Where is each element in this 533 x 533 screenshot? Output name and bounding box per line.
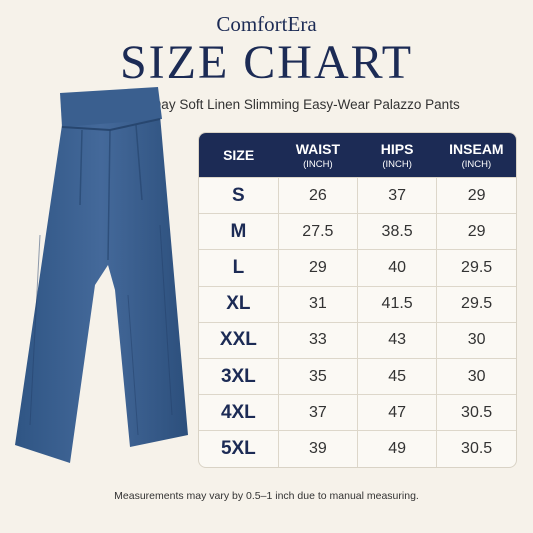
column-unit: (INCH) (461, 158, 492, 170)
measure-cell: 37 (356, 176, 437, 214)
column-unit: (INCH) (382, 158, 412, 170)
measure-cell: 39 (277, 430, 358, 467)
measure-cell: 30.5 (436, 430, 516, 467)
table-row: L 29 40 29.5 (199, 249, 516, 287)
table-row: M 27.5 38.5 29 (199, 213, 516, 250)
measure-cell: 26 (277, 176, 358, 214)
measure-cell: 30.5 (436, 394, 516, 431)
measure-cell: 29.5 (436, 249, 516, 287)
measure-cell: 33 (277, 321, 358, 359)
table-row: 3XL 35 45 30 (199, 357, 516, 395)
size-cell: 5XL (199, 430, 279, 467)
column-name: WAIST (295, 140, 341, 157)
measure-cell: 37 (277, 394, 358, 431)
measure-cell: 43 (356, 321, 437, 359)
header-row: SIZE WAIST (INCH) HIPS (INCH) INSEAM (INCH) (199, 133, 516, 178)
column-header: WAIST (INCH) (278, 133, 358, 178)
column-name: SIZE (223, 147, 255, 163)
brand: ComfortEra (216, 12, 317, 36)
size-cell: 4XL (199, 394, 279, 431)
measure-cell: 47 (356, 394, 437, 431)
size-cell: L (199, 249, 279, 287)
measure-cell: 40 (356, 249, 437, 287)
measure-cell: 49 (356, 430, 437, 467)
column-header: HIPS (INCH) (357, 133, 437, 178)
measure-cell: 35 (277, 357, 358, 395)
column-name: INSEAM (449, 140, 504, 157)
table-row: 5XL 39 49 30.5 (199, 430, 516, 467)
title: SIZE CHART (119, 36, 414, 89)
pants-illustration (15, 87, 188, 463)
column-header: INSEAM (INCH) (436, 133, 516, 178)
measure-cell: 29 (436, 176, 516, 214)
size-cell: 3XL (199, 357, 279, 395)
measure-cell: 45 (356, 357, 437, 395)
measure-cell: 41.5 (356, 285, 437, 323)
measure-cell: 30 (436, 357, 516, 395)
measure-cell: 29 (436, 213, 516, 250)
column-name: HIPS (380, 140, 414, 157)
table-row: XXL 33 43 30 (199, 321, 516, 359)
measure-cell: 29.5 (436, 285, 516, 323)
size-cell: S (199, 176, 279, 214)
column-header: SIZE (199, 133, 279, 178)
measure-cell: 29 (277, 249, 358, 287)
measure-cell: 31 (277, 285, 358, 323)
measure-cell: 30 (436, 321, 516, 359)
size-cell: M (199, 213, 279, 250)
column-unit: (INCH) (303, 158, 333, 170)
measure-cell: 38.5 (356, 213, 437, 250)
table-body: S 26 37 29 M 27.5 38.5 29 L 29 40 29.5 XL 31 41.5 29.5 X… (199, 176, 516, 467)
table-head: SIZE WAIST (INCH) HIPS (INCH) INSEAM (INCH) (199, 133, 516, 178)
subtitle: Women’s All-Day Soft Linen Slimming Easy… (73, 97, 460, 112)
table-row: S 26 37 29 (199, 176, 516, 214)
measure-cell: 27.5 (277, 213, 358, 250)
table-row: 4XL 37 47 30.5 (199, 394, 516, 431)
footnote: Measurements may vary by 0.5–1 inch due … (114, 490, 419, 502)
size-cell: XXL (199, 321, 279, 359)
size-cell: XL (199, 285, 279, 323)
table-row: XL 31 41.5 29.5 (199, 285, 516, 323)
